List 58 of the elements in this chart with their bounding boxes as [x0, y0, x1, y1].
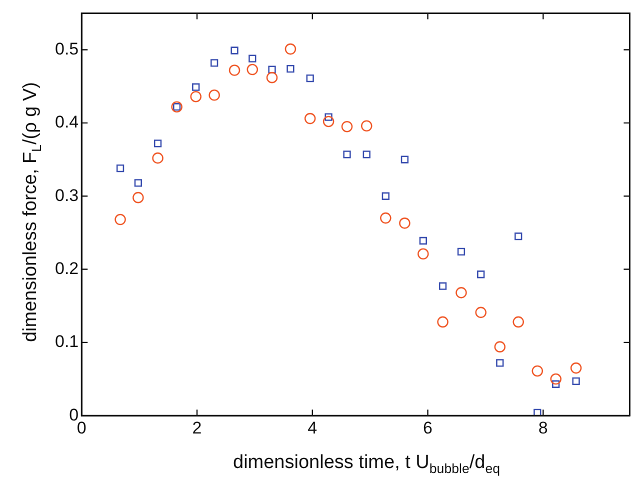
point [322, 116, 334, 128]
point [286, 64, 294, 73]
point [570, 362, 582, 374]
point [362, 150, 370, 158]
point [475, 306, 487, 318]
point [572, 377, 580, 386]
point [400, 156, 409, 164]
point [437, 316, 448, 328]
point [134, 179, 142, 187]
point [306, 74, 314, 82]
x-tick-label: 2 [192, 418, 202, 438]
point [341, 120, 353, 132]
y-tick-label: 0 [69, 405, 79, 424]
point [550, 373, 562, 385]
point [343, 150, 351, 158]
y-tick-label: 0.5 [54, 39, 79, 58]
y-tick-label: 0.1 [54, 332, 79, 352]
point [228, 64, 240, 76]
point [152, 152, 164, 164]
point [284, 43, 296, 55]
point [210, 59, 218, 67]
point [477, 270, 485, 278]
y-tick-label: 0.2 [54, 258, 79, 278]
point [494, 341, 506, 352]
point [230, 46, 238, 54]
point [380, 212, 392, 224]
point [208, 89, 220, 101]
y-tick-label: 0.3 [54, 186, 79, 205]
x-tick-label: 6 [423, 418, 433, 438]
point [496, 359, 504, 367]
point [514, 232, 522, 240]
point [382, 192, 390, 200]
y-tick-label: 0.4 [54, 112, 79, 132]
point [190, 90, 202, 102]
point [512, 316, 524, 328]
point [456, 287, 467, 298]
point [266, 72, 278, 84]
point [324, 113, 332, 121]
point [116, 164, 124, 172]
point [552, 380, 560, 388]
point [154, 140, 162, 148]
point [418, 248, 429, 260]
point [268, 66, 276, 74]
x-tick-label: 8 [538, 418, 548, 438]
point [457, 248, 466, 256]
point [114, 214, 126, 226]
point [438, 282, 447, 290]
point [132, 192, 144, 204]
point [360, 120, 372, 132]
point [192, 83, 200, 91]
point [399, 218, 410, 229]
point [532, 365, 544, 377]
point [419, 236, 427, 245]
point [304, 112, 316, 124]
point [248, 54, 256, 62]
point [246, 64, 258, 76]
x-tick-label: 4 [308, 418, 318, 438]
x-axis-title: dimensionless time, t U$_{bubble}$/d$_{eq}$ [232, 452, 501, 476]
